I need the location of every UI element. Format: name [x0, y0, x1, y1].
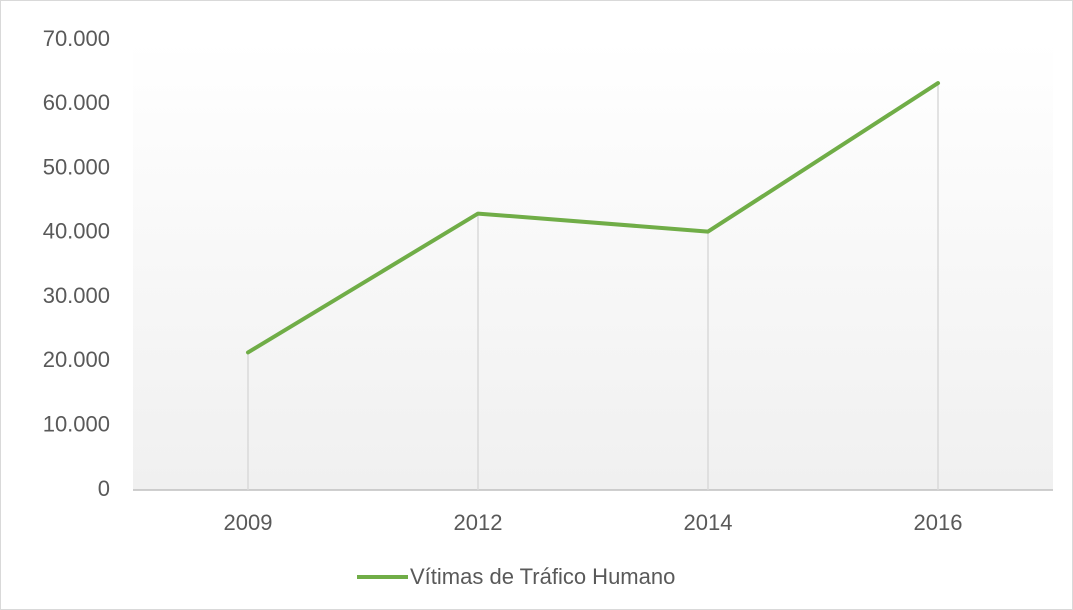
y-tick-label: 10.000 [43, 412, 110, 437]
y-tick-label: 40.000 [43, 219, 110, 244]
x-tick-label: 2009 [224, 510, 273, 535]
plot-area [133, 40, 1053, 490]
x-tick-label: 2012 [454, 510, 503, 535]
legend-label: Vítimas de Tráfico Humano [410, 564, 675, 589]
y-tick-label: 60.000 [43, 90, 110, 115]
series-line [246, 81, 940, 355]
y-tick-label: 0 [98, 476, 110, 501]
y-tick-label: 70.000 [43, 26, 110, 51]
y-tick-label: 30.000 [43, 283, 110, 308]
x-tick-label: 2014 [684, 510, 733, 535]
y-tick-label: 50.000 [43, 154, 110, 179]
y-tick-label: 20.000 [43, 347, 110, 372]
x-tick-label: 2016 [914, 510, 963, 535]
